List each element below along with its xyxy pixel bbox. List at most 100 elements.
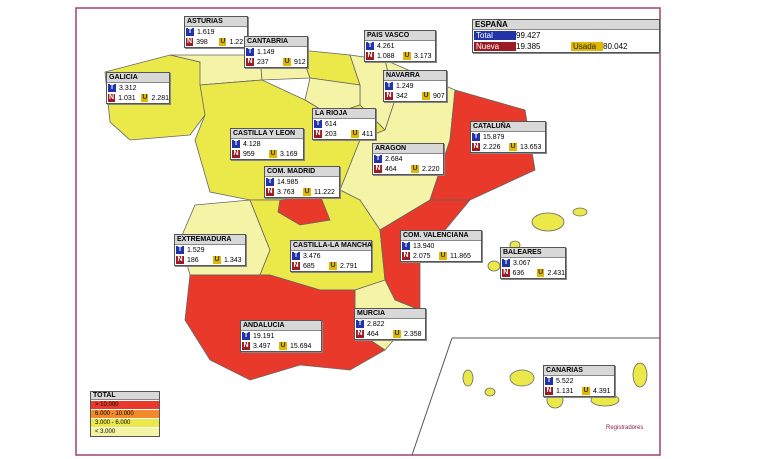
value: 99.427: [516, 31, 541, 40]
new-value: 237: [257, 58, 269, 66]
new-value: 342: [396, 92, 408, 100]
row: N 685 U 2.791: [291, 261, 371, 271]
key: U: [439, 252, 447, 260]
row: T 14.985: [265, 177, 339, 187]
row: N 464 U 2.220: [373, 164, 443, 174]
used-value: 912: [294, 58, 306, 66]
row: T 5.522: [544, 376, 614, 386]
region-box: MURCIA T 2.822 N 464 U 2.358: [354, 308, 426, 340]
key: U: [141, 94, 149, 102]
total-value: 5.522: [556, 377, 574, 385]
used-value: 2.791: [340, 262, 358, 270]
key: U: [536, 269, 545, 277]
region-box: COM. VALENCIANA T 13.940 N 2.075 U 11.865: [400, 230, 482, 262]
legend-item: 3.000 - 6.000: [91, 418, 159, 427]
canarias-inset: [411, 337, 660, 456]
key: T: [176, 246, 184, 254]
new-value: 3.763: [277, 188, 295, 196]
key: U: [582, 387, 590, 395]
key: U: [351, 130, 359, 138]
region-box: ANDALUCIA T 19.191 N 3.497 U 15.694: [240, 320, 322, 352]
key: N: [545, 387, 553, 395]
key: T: [472, 133, 480, 141]
key: T: [108, 84, 116, 92]
key: U: [213, 256, 221, 264]
total-value: 614: [325, 120, 337, 128]
used-value: 1.221: [229, 38, 247, 46]
region-name: GALICIA: [107, 73, 169, 83]
label: Total: [474, 31, 516, 40]
row: Nueva 19.385 Usada 80.042: [473, 41, 659, 52]
region-name: PAIS VASCO: [365, 31, 435, 41]
row: N 1.031 U 2.281: [107, 93, 169, 103]
row: T 614: [313, 119, 375, 129]
row: N 342 U 907: [384, 91, 446, 101]
key: T: [366, 42, 374, 50]
new-value: 1.088: [377, 52, 395, 60]
row: N 398 U 1.221: [185, 37, 247, 47]
row: N 1.088 U 3.173: [365, 51, 435, 61]
key: T: [232, 140, 240, 148]
region-name: NAVARRA: [384, 71, 446, 81]
key: N: [374, 165, 382, 173]
new-value: 464: [385, 165, 397, 173]
row: N 959 U 3.169: [231, 149, 303, 159]
key: U: [329, 262, 337, 270]
total-value: 14.985: [277, 178, 299, 186]
baleares-island: [531, 212, 565, 232]
logo: Registradores: [606, 425, 644, 431]
row: T 1.249: [384, 81, 446, 91]
row: T 1.529: [175, 245, 245, 255]
key: T: [314, 120, 322, 128]
region-box: GALICIA T 3.312 N 1.031 U 2.281: [106, 72, 170, 104]
row: N 464 U 2.358: [355, 329, 425, 339]
key: T: [242, 332, 250, 340]
row: T 2.822: [355, 319, 425, 329]
row: T 3.067: [501, 258, 565, 268]
row: N 3.763 U 11.222: [265, 187, 339, 197]
region-name: CATALUÑA: [471, 122, 545, 132]
new-value: 464: [367, 330, 379, 338]
row: N 3.497 U 15.694: [241, 341, 321, 351]
total-value: 4.128: [243, 140, 261, 148]
legend: TOTAL > 10.000 6.000 - 10.000 3.000 - 6.00…: [90, 391, 160, 437]
key: U: [411, 165, 419, 173]
key: U: [509, 143, 517, 151]
region-box: COM. MADRID T 14.985 N 3.763 U 11.222: [264, 166, 340, 198]
key: U: [283, 58, 291, 66]
used-value: 4.391: [593, 387, 611, 395]
total-value: 1.249: [396, 82, 414, 90]
key: U: [403, 52, 411, 60]
key: T: [545, 377, 553, 385]
used-value: 1.343: [224, 256, 242, 264]
region-name: COM. MADRID: [265, 167, 339, 177]
key: N: [246, 58, 254, 66]
new-value: 1.131: [556, 387, 574, 395]
row: T 1.619: [185, 27, 247, 37]
total-value: 3.067: [513, 259, 531, 267]
new-value: 398: [196, 38, 208, 46]
total-value: 2.684: [385, 155, 403, 163]
total-value: 2.822: [367, 320, 385, 328]
row: T 3.476: [291, 251, 371, 261]
total-value: 3.312: [119, 84, 137, 92]
region-box: CASTILLA Y LEON T 4.128 N 959 U 3.169: [230, 128, 304, 160]
row: T 19.191: [241, 331, 321, 341]
used-value: 11.865: [450, 252, 471, 260]
label: Nueva: [474, 42, 516, 51]
legend-item: < 3.000: [91, 427, 159, 436]
row: N 2.075 U 11.865: [401, 251, 481, 261]
new-value: 685: [303, 262, 315, 270]
row: T 4.128: [231, 139, 303, 149]
espana-box: ESPAÑA Total 99.427 Nueva 19.385 Usada 8…: [472, 19, 660, 53]
region-box: CANARIAS T 5.522 N 1.131 U 4.391: [543, 365, 615, 397]
total-value: 15.879: [483, 133, 505, 141]
key: N: [186, 38, 194, 46]
island: [484, 387, 496, 397]
row: N 1.131 U 4.391: [544, 386, 614, 396]
used-value: 2.281: [151, 94, 169, 102]
used-value: 411: [362, 130, 374, 138]
row: T 1.149: [245, 47, 307, 57]
key: U: [393, 330, 401, 338]
region-box: LA RIOJA T 614 N 203 U 411: [312, 108, 376, 140]
